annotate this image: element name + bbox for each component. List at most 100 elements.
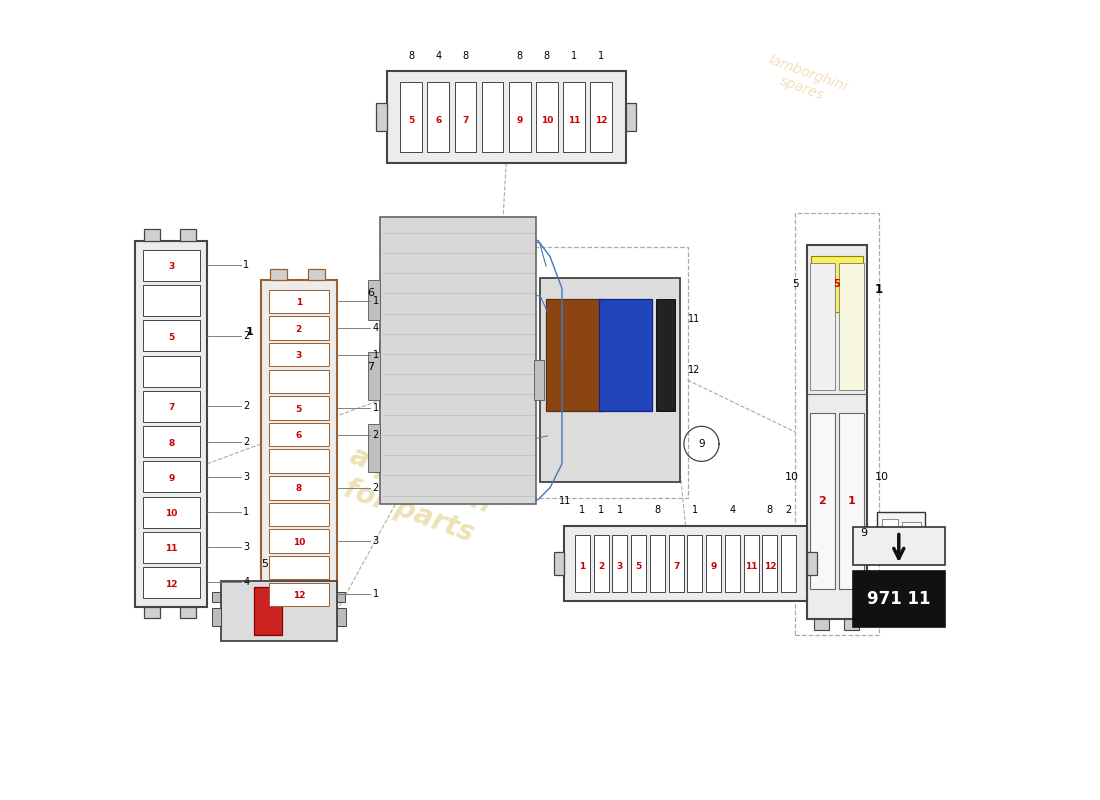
Bar	[811, 263, 835, 390]
Bar	[706, 534, 722, 592]
Text: 4: 4	[436, 50, 441, 61]
Bar	[811, 413, 835, 590]
Bar	[180, 607, 196, 618]
Bar	[814, 619, 829, 630]
Text: 1: 1	[243, 260, 250, 270]
Text: 12: 12	[763, 562, 777, 571]
Bar	[261, 281, 337, 615]
Text: 5: 5	[296, 405, 303, 414]
Text: 5: 5	[792, 279, 799, 289]
Text: 7: 7	[168, 403, 175, 412]
Bar	[143, 532, 200, 562]
Bar	[143, 390, 200, 422]
Bar	[386, 71, 626, 163]
Text: 8: 8	[543, 50, 550, 61]
Bar	[143, 567, 200, 598]
Text: 11: 11	[568, 116, 581, 125]
Bar	[308, 615, 324, 626]
Text: 12: 12	[688, 365, 700, 375]
Text: 4: 4	[373, 323, 378, 333]
Text: 1: 1	[373, 590, 378, 599]
Bar	[211, 591, 220, 602]
Text: 1: 1	[571, 50, 578, 61]
Bar	[271, 270, 287, 281]
Bar	[143, 462, 200, 492]
Bar	[395, 260, 444, 322]
Text: 3: 3	[373, 536, 378, 546]
Text: 12: 12	[165, 579, 177, 589]
Text: 11: 11	[165, 544, 177, 554]
Bar	[268, 396, 329, 419]
Text: 8: 8	[408, 50, 415, 61]
Bar	[143, 285, 200, 316]
Bar	[540, 278, 680, 482]
Bar	[379, 389, 388, 408]
Bar	[877, 512, 925, 555]
Text: 2: 2	[243, 437, 250, 446]
Bar	[725, 534, 740, 592]
Bar	[811, 256, 862, 312]
Bar	[337, 591, 344, 602]
Text: 9: 9	[168, 474, 175, 483]
Bar	[379, 341, 388, 360]
Text: 12: 12	[595, 116, 607, 125]
Text: 1: 1	[373, 296, 378, 306]
Text: 1: 1	[296, 298, 303, 307]
Bar	[656, 298, 675, 410]
Bar	[135, 241, 207, 607]
Bar	[253, 587, 283, 635]
Text: 4: 4	[243, 578, 250, 587]
Bar	[547, 298, 602, 410]
Text: 2: 2	[818, 496, 826, 506]
Bar	[852, 571, 945, 627]
Bar	[762, 534, 778, 592]
Text: 1: 1	[245, 327, 253, 338]
Text: 5: 5	[834, 279, 840, 289]
Bar	[744, 534, 759, 592]
Text: 1: 1	[580, 505, 585, 515]
Bar	[381, 217, 536, 504]
Bar	[575, 534, 590, 592]
Bar	[144, 607, 159, 618]
Text: 9: 9	[860, 528, 867, 538]
Bar	[368, 424, 381, 472]
Bar	[795, 213, 879, 635]
Bar	[268, 343, 329, 366]
Text: 4: 4	[729, 505, 736, 515]
Text: 6: 6	[296, 431, 303, 440]
Bar	[781, 534, 796, 592]
Bar	[669, 534, 684, 592]
Bar	[180, 230, 196, 241]
Bar	[144, 230, 159, 241]
Bar	[536, 82, 558, 152]
Bar	[268, 530, 329, 553]
Text: 5: 5	[168, 333, 175, 342]
Bar	[563, 82, 585, 152]
Bar	[838, 413, 864, 590]
Text: 10: 10	[785, 472, 799, 482]
Text: 1: 1	[692, 505, 698, 515]
Bar	[532, 246, 688, 498]
Text: 3: 3	[296, 351, 303, 360]
Text: 1: 1	[243, 507, 250, 517]
Text: 5: 5	[636, 562, 641, 571]
Bar	[268, 476, 329, 499]
Bar	[881, 518, 898, 549]
Text: 5: 5	[262, 559, 268, 570]
Bar	[268, 422, 329, 446]
Text: 8: 8	[654, 505, 660, 515]
Bar	[221, 582, 337, 641]
Bar	[308, 270, 324, 281]
Text: 1: 1	[598, 505, 604, 515]
Text: 971 11: 971 11	[867, 590, 931, 608]
Bar	[271, 615, 287, 626]
Text: 1: 1	[580, 562, 585, 571]
Bar	[884, 554, 891, 562]
Bar	[631, 534, 646, 592]
Bar	[902, 522, 921, 546]
Text: 7: 7	[673, 562, 680, 571]
Bar	[376, 103, 386, 130]
Bar	[268, 290, 329, 313]
Bar	[211, 608, 221, 626]
Text: 11: 11	[688, 314, 700, 324]
